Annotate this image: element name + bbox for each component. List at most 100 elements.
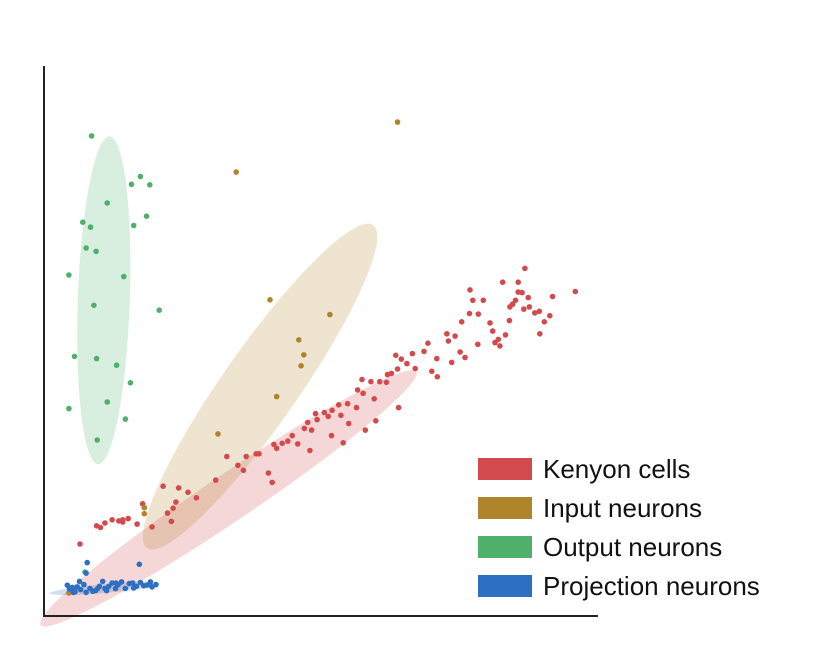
- kenyon-cells-point: [329, 407, 335, 414]
- kenyon-cells-point: [434, 355, 440, 362]
- kenyon-cells-point: [307, 447, 313, 454]
- kenyon-cells-point: [462, 354, 468, 361]
- kenyon-cells-point: [425, 340, 431, 347]
- output-neurons-point: [137, 173, 144, 180]
- output-neurons-point: [88, 133, 95, 139]
- kenyon-cells-point: [340, 440, 347, 446]
- kenyon-cells-point: [160, 483, 166, 490]
- input-neurons-point: [273, 393, 280, 400]
- projection-neurons-point: [113, 580, 119, 586]
- projection-neurons-point: [129, 580, 136, 586]
- input-neurons-point: [394, 119, 401, 125]
- kenyon-cells-point: [119, 517, 126, 523]
- kenyon-cells-point: [522, 265, 528, 272]
- output-neurons-point: [143, 213, 150, 219]
- kenyon-cells-point: [301, 425, 308, 432]
- kenyon-cells-point: [547, 312, 553, 319]
- input-neurons-legend-label: Input neurons: [543, 493, 702, 523]
- input-neurons-point: [327, 311, 333, 318]
- kenyon-cells-point: [164, 510, 171, 516]
- kenyon-cells-point: [541, 319, 548, 325]
- kenyon-cells-point: [314, 416, 320, 423]
- kenyon-cells-point: [384, 371, 391, 378]
- kenyon-cells-point: [359, 376, 365, 383]
- output-neurons-point: [156, 307, 162, 314]
- kenyon-cells-point: [273, 445, 280, 452]
- output-neurons-point: [66, 405, 72, 412]
- kenyon-cells-point: [475, 341, 481, 348]
- projection-neurons-point: [81, 581, 87, 588]
- kenyon-cells-point: [345, 420, 352, 427]
- projection-neurons-legend-swatch: [478, 575, 532, 597]
- kenyon-cells-legend-label: Kenyon cells: [543, 454, 690, 484]
- projection-neurons-point: [94, 585, 101, 592]
- cluster-ellipses: [40, 136, 417, 627]
- axes: [43, 66, 598, 617]
- kenyon-cells-point: [224, 453, 230, 460]
- kenyon-cells-point: [294, 441, 301, 447]
- kenyon-cells-point: [285, 438, 291, 444]
- projection-neurons-point: [130, 585, 137, 591]
- output-neurons-point: [121, 273, 127, 280]
- kenyon-cells-point: [497, 343, 503, 349]
- kenyon-cells-point: [175, 485, 182, 491]
- kenyon-cells-point: [452, 333, 458, 339]
- kenyon-cells-point: [312, 410, 319, 417]
- kenyon-cells-point: [519, 289, 525, 296]
- kenyon-cells-point: [328, 432, 335, 439]
- projection-neurons-point: [83, 589, 89, 596]
- kenyon-cells-point: [168, 518, 175, 525]
- kenyon-cells-point: [429, 368, 435, 375]
- output-neurons-ellipse: [77, 136, 131, 465]
- projection-neurons-point: [122, 585, 129, 592]
- projection-neurons-point: [109, 580, 115, 586]
- kenyon-cells-point: [467, 287, 473, 293]
- projection-neurons-point: [153, 581, 159, 588]
- kenyon-cells-point: [409, 350, 416, 357]
- legend: Kenyon cells Input neurons Output neurons P…: [478, 454, 760, 601]
- kenyon-cells-point: [373, 418, 379, 424]
- input-neurons-point: [215, 431, 221, 437]
- output-neurons-point: [113, 362, 120, 369]
- projection-neurons-point: [83, 570, 89, 576]
- kenyon-cells-point: [325, 413, 332, 420]
- projection-neurons-point: [70, 589, 77, 596]
- kenyon-cells-point: [572, 288, 579, 295]
- input-neurons-point: [298, 363, 304, 369]
- kenyon-cells-point: [279, 440, 286, 447]
- output-neurons-point: [93, 248, 99, 255]
- output-neurons-point: [80, 219, 86, 225]
- kenyon-cells-point: [344, 400, 351, 407]
- output-neurons-point: [71, 353, 78, 360]
- kenyon-cells-point: [458, 319, 465, 325]
- output-neurons-point: [130, 222, 137, 229]
- scatter-points: [64, 119, 579, 596]
- kenyon-cells-point: [457, 349, 463, 355]
- kenyon-cells-point: [256, 451, 262, 457]
- kenyon-cells-point: [480, 297, 487, 304]
- projection-neurons-point: [77, 586, 84, 593]
- input-neurons-point: [141, 504, 148, 511]
- kenyon-cells-point: [134, 521, 140, 527]
- kenyon-cells-point: [537, 331, 543, 337]
- kenyon-cells-point: [93, 523, 100, 529]
- kenyon-cells-point: [549, 293, 556, 300]
- output-neurons-point: [83, 245, 89, 251]
- projection-neurons-point: [76, 578, 83, 585]
- kenyon-cells-point: [475, 311, 482, 317]
- kenyon-cells-point: [368, 378, 374, 385]
- kenyon-cells-point: [77, 541, 83, 547]
- kenyon-cells-point: [170, 505, 176, 512]
- kenyon-cells-point: [421, 348, 427, 355]
- kenyon-cells-point: [489, 328, 496, 334]
- kenyon-cells-point: [383, 379, 390, 386]
- output-neurons-legend-label: Output neurons: [543, 532, 722, 562]
- input-neurons-point: [301, 352, 307, 358]
- kenyon-cells-ellipse: [40, 370, 417, 627]
- input-neurons-point: [141, 510, 148, 517]
- input-neurons-point: [267, 297, 273, 303]
- output-neurons-point: [127, 380, 134, 386]
- kenyon-cells-point: [354, 387, 361, 393]
- kenyon-cells-point: [515, 279, 521, 286]
- kenyon-cells-point: [125, 515, 131, 522]
